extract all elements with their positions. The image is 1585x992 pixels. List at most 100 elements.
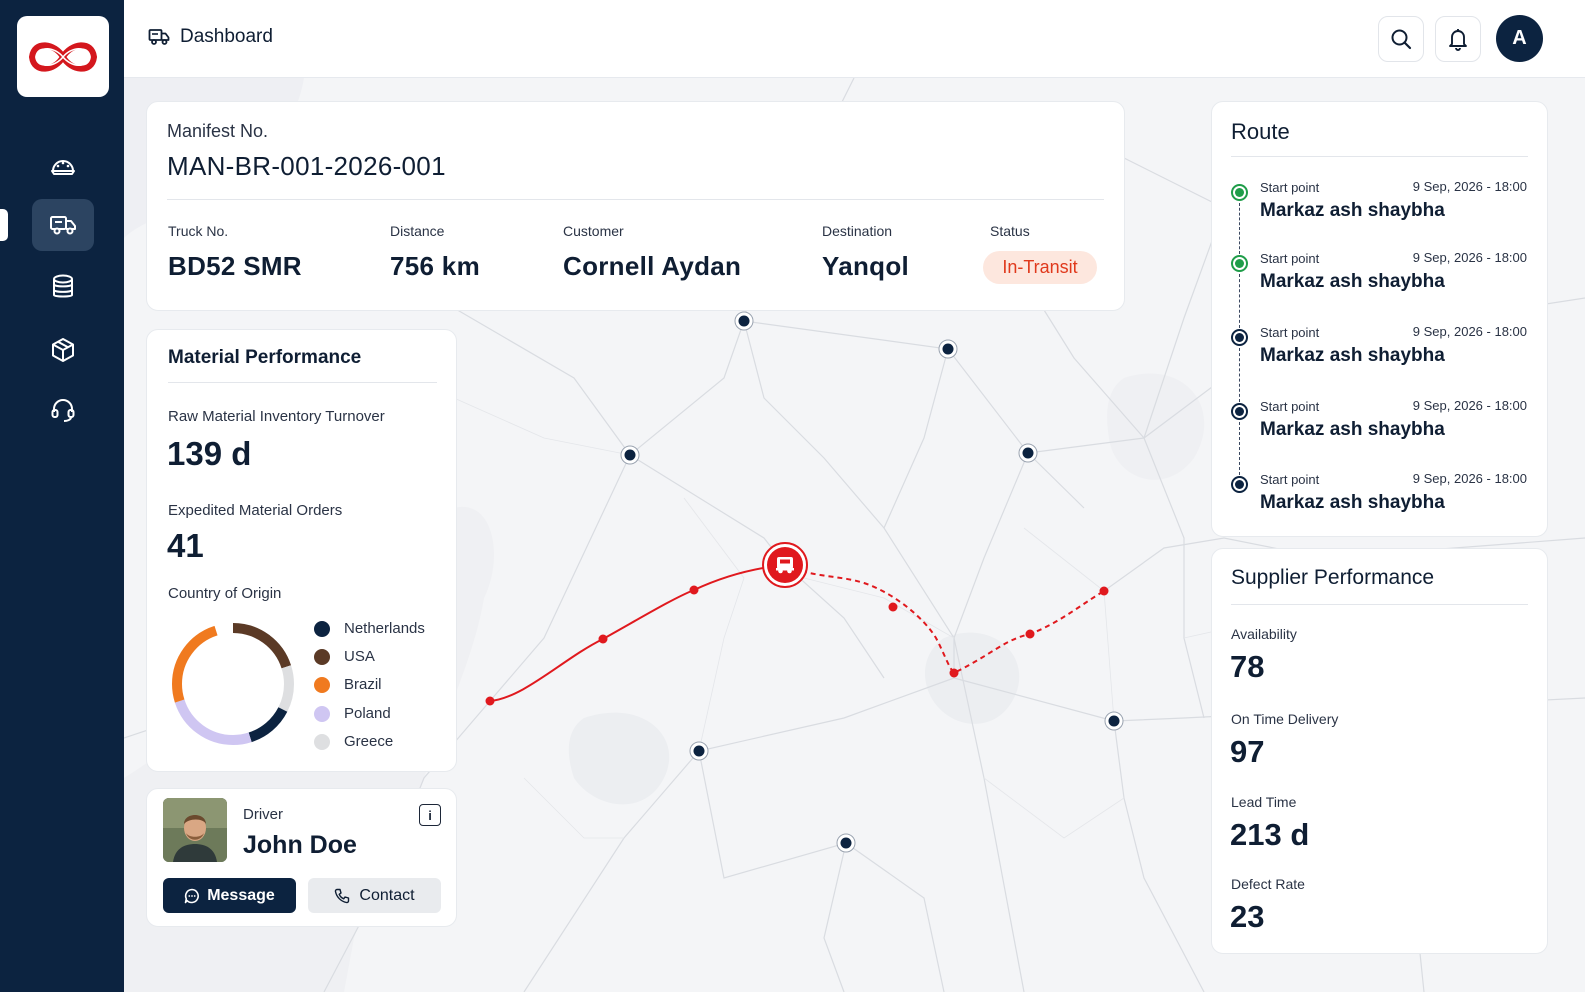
legend-poland: Poland: [314, 705, 391, 722]
route-stop-dot-inner: [1235, 480, 1244, 489]
truck-icon: [148, 29, 170, 45]
route-connector: [1239, 203, 1240, 254]
nav-dashboard[interactable]: [32, 139, 94, 191]
supplier-performance-card: Supplier Performance Availability 78 On …: [1211, 548, 1548, 954]
donut-segment-brazil: [172, 623, 294, 745]
driver-name: John Doe: [243, 831, 357, 859]
route-stop-dot: [1231, 255, 1248, 272]
legend-greece: Greece: [314, 733, 393, 750]
app-logo[interactable]: [17, 16, 109, 97]
route-title: Route: [1231, 119, 1290, 144]
orders-label: Expedited Material Orders: [168, 502, 343, 519]
route-stop-place: Markaz ash shaybha: [1260, 345, 1445, 366]
legend-usa: USA: [314, 648, 375, 665]
manifest-card: Manifest No. MAN-BR-001-2026-001 Truck N…: [146, 101, 1125, 311]
notifications-button[interactable]: [1435, 16, 1481, 62]
route-stop-place: Markaz ash shaybha: [1260, 492, 1445, 513]
route-stop-label: Start point: [1260, 251, 1320, 266]
dashboard-gauge-icon: [51, 160, 75, 175]
supplier-title: Supplier Performance: [1231, 566, 1435, 589]
turnover-label: Raw Material Inventory Turnover: [168, 408, 385, 425]
destination-label: Destination: [822, 223, 893, 239]
nav-inventory[interactable]: [32, 261, 94, 313]
legend-label: Poland: [344, 705, 391, 722]
driver-role-label: Driver: [243, 806, 283, 823]
legend-label: Greece: [344, 733, 394, 750]
package-icon: [52, 338, 74, 362]
nav-packages[interactable]: [32, 324, 94, 376]
search-button[interactable]: [1378, 16, 1424, 62]
on-time-delivery-label: On Time Delivery: [1231, 711, 1339, 727]
contact-button[interactable]: Contact: [308, 878, 441, 913]
customer-label: Customer: [563, 223, 624, 239]
user-avatar[interactable]: A: [1496, 15, 1543, 62]
route-stop[interactable]: Start point 9 Sep, 2026 - 18:00 Markaz ash…: [1212, 248, 1549, 308]
route-stop-place: Markaz ash shaybha: [1260, 271, 1445, 292]
page-title: Dashboard: [148, 26, 273, 48]
route-stop-datetime: 9 Sep, 2026 - 18:00: [1412, 179, 1527, 194]
driver-avatar: [163, 798, 227, 862]
map-node-icon: [620, 311, 1124, 853]
material-title: Material Performance: [168, 347, 362, 368]
route-stop-dot: [1231, 184, 1248, 201]
chat-icon: [184, 888, 200, 903]
route-stop-datetime: 9 Sep, 2026 - 18:00: [1412, 471, 1527, 486]
page-title-text: Dashboard: [180, 26, 273, 47]
route-stop[interactable]: Start point 9 Sep, 2026 - 18:00 Markaz ash…: [1212, 469, 1549, 529]
message-button[interactable]: Message: [163, 878, 296, 913]
manifest-label: Manifest No.: [167, 121, 269, 141]
orders-value: 41: [167, 527, 204, 564]
on-time-delivery-value: 97: [1230, 734, 1265, 769]
destination-value: Yanqol: [822, 251, 910, 281]
route-stop-dot-inner: [1235, 407, 1244, 416]
route-stop-label: Start point: [1260, 325, 1320, 340]
route-stop-label: Start point: [1260, 472, 1320, 487]
origin-label: Country of Origin: [168, 585, 282, 602]
donut-segment-greece: [172, 623, 294, 745]
route-stop[interactable]: Start point 9 Sep, 2026 - 18:00 Markaz ash…: [1212, 396, 1549, 456]
availability-label: Availability: [1231, 626, 1297, 642]
active-nav-marker: [0, 209, 8, 241]
legend-dot: [314, 676, 330, 693]
availability-value: 78: [1230, 649, 1265, 684]
turnover-value: 139 d: [167, 435, 252, 472]
route-connector: [1239, 274, 1240, 328]
distance-label: Distance: [390, 223, 445, 239]
legend-dot: [314, 733, 330, 750]
nav-support[interactable]: [32, 384, 94, 436]
legend-dot: [314, 705, 330, 722]
legend-dot: [314, 648, 330, 665]
legend-netherlands: Netherlands: [314, 620, 425, 637]
search-icon: [1391, 29, 1412, 50]
headset-icon: [51, 399, 75, 422]
driver-card: Driver John Doe i Message Contact: [146, 788, 457, 927]
status-label: Status: [990, 223, 1030, 239]
sidebar: [0, 0, 124, 992]
status-badge: In-Transit: [983, 251, 1097, 284]
top-bar: Dashboard A: [124, 0, 1585, 78]
material-divider: [168, 382, 437, 383]
route-stop-dot-inner: [1235, 333, 1244, 342]
route-stop-label: Start point: [1260, 399, 1320, 414]
distance-value: 756 km: [390, 251, 480, 281]
lead-time-label: Lead Time: [1231, 794, 1297, 810]
nav-shipments[interactable]: [32, 199, 94, 251]
legend-brazil: Brazil: [314, 676, 382, 693]
lead-time-value: 213 d: [1230, 817, 1310, 852]
route-divider: [1231, 156, 1528, 157]
supplier-divider: [1231, 604, 1528, 605]
route-stop-place: Markaz ash shaybha: [1260, 419, 1445, 440]
route-stop[interactable]: Start point 9 Sep, 2026 - 18:00 Markaz ash…: [1212, 322, 1549, 382]
route-stop-dot: [1231, 329, 1248, 346]
legend-label: USA: [344, 648, 375, 665]
message-button-label: Message: [207, 886, 275, 904]
legend-dot: [314, 620, 330, 637]
route-stop-place: Markaz ash shaybha: [1260, 200, 1445, 221]
material-performance-card: Material Performance Raw Material Invent…: [146, 329, 457, 772]
driver-info-button[interactable]: i: [419, 804, 441, 826]
legend-label: Brazil: [344, 676, 382, 693]
manifest-number: MAN-BR-001-2026-001: [167, 151, 446, 181]
country-origin-donut: [172, 623, 294, 745]
route-stop[interactable]: Start point 9 Sep, 2026 - 18:00 Markaz ash…: [1212, 177, 1549, 237]
customer-value: Cornell Aydan: [563, 251, 742, 281]
